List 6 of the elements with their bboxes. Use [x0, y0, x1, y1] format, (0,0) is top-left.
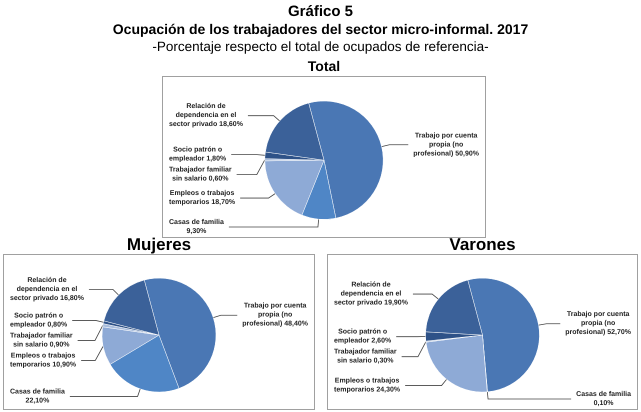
text: -Porcentaje respecto el total de ocupados de referencia-: [151, 38, 490, 55]
text: Gráfico 5: [286, 3, 354, 21]
text: Ocupación de los trabajadores del sector micro-informal. 2017: [112, 21, 530, 38]
chart-title: Mujeres: [126, 235, 192, 254]
chart-title: Total: [306, 57, 342, 76]
chart-title: Varones: [448, 235, 517, 254]
